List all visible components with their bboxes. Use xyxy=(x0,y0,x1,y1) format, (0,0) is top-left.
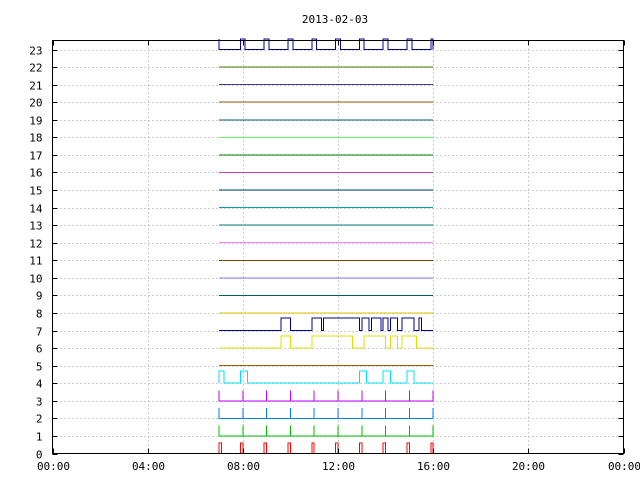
x-tick-label: 20:00 xyxy=(512,460,545,473)
grid-layer xyxy=(52,40,624,454)
x-tick-label: 00:00 xyxy=(608,460,640,473)
series-line-ch3 xyxy=(218,390,434,402)
y-tick-label: 21 xyxy=(29,80,42,93)
chart-title: 2013-02-03 xyxy=(302,13,368,26)
y-tick-label: 0 xyxy=(36,449,43,462)
x-tick-label: 00:00 xyxy=(37,460,70,473)
y-tick-label: 17 xyxy=(29,150,42,163)
x-tick-label: 08:00 xyxy=(227,460,260,473)
y-tick-label: 4 xyxy=(36,378,43,391)
x-tick-label: 16:00 xyxy=(417,460,450,473)
y-tick-label: 22 xyxy=(29,62,42,75)
y-tick-label: 10 xyxy=(29,273,42,286)
y-tick-label: 20 xyxy=(29,97,42,110)
axis-layer: 0123456789101112131415161718192021222300… xyxy=(29,40,640,473)
series-line-ch2 xyxy=(218,407,434,419)
series-line-ch0 xyxy=(218,442,434,454)
series-layer xyxy=(218,38,434,454)
y-tick-label: 5 xyxy=(36,361,43,374)
x-tick-label: 04:00 xyxy=(132,460,165,473)
series-line-ch7 xyxy=(219,317,434,331)
y-tick-label: 12 xyxy=(29,238,42,251)
series-line-ch1 xyxy=(218,425,434,437)
y-tick-label: 15 xyxy=(29,185,42,198)
x-tick-label: 12:00 xyxy=(322,460,355,473)
y-tick-label: 1 xyxy=(36,431,43,444)
y-tick-label: 2 xyxy=(36,413,43,426)
y-tick-label: 9 xyxy=(36,290,43,303)
series-line-ch4 xyxy=(218,370,434,384)
y-tick-label: 23 xyxy=(29,45,42,58)
y-tick-label: 13 xyxy=(29,220,42,233)
y-tick-label: 16 xyxy=(29,167,42,180)
y-tick-label: 8 xyxy=(36,308,43,321)
y-tick-label: 19 xyxy=(29,115,42,128)
y-tick-label: 11 xyxy=(29,255,42,268)
y-tick-label: 14 xyxy=(29,203,43,216)
y-tick-label: 18 xyxy=(29,132,42,145)
y-tick-label: 3 xyxy=(36,396,43,409)
y-tick-label: 7 xyxy=(36,326,43,339)
y-tick-label: 6 xyxy=(36,343,43,356)
series-line-ch6 xyxy=(219,335,434,349)
